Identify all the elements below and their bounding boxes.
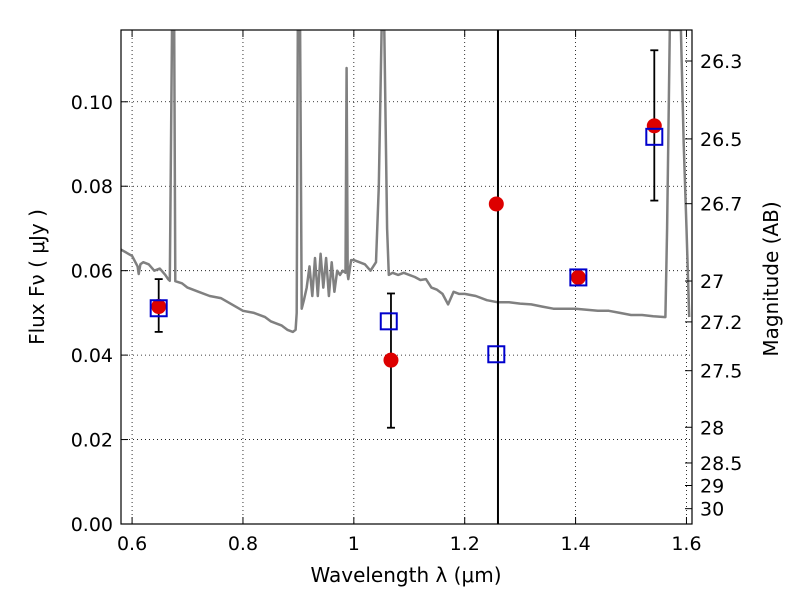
y-tick-label: 0.06 — [71, 261, 113, 283]
mag-tick-label: 28 — [700, 417, 724, 439]
mag-tick-label: 27.5 — [700, 361, 742, 383]
x-tick-label: 1.2 — [450, 533, 480, 555]
mag-tick-label: 28.5 — [700, 453, 742, 475]
model-point — [569, 268, 588, 287]
x-tick-label: 0.6 — [117, 533, 147, 555]
observed-point — [383, 352, 399, 368]
plot-frame — [120, 29, 693, 525]
y-tick-label: 0.04 — [71, 345, 113, 367]
model-spectrum — [121, 30, 691, 334]
model-point — [487, 345, 506, 364]
model-point — [379, 312, 398, 331]
y-axis-right-label: Magnitude (AB) — [759, 201, 783, 356]
mag-tick-label: 30 — [700, 499, 724, 521]
y-tick-label: 0.00 — [71, 514, 113, 536]
observed-point — [646, 118, 662, 134]
mag-tick-label: 26.7 — [700, 194, 742, 216]
x-tick-label: 1 — [348, 533, 360, 555]
y-tick-label: 0.08 — [71, 176, 113, 198]
x-axis-label: Wavelength λ (μm) — [310, 563, 501, 587]
y-axis-label: Flux Fν ( μJy ) — [25, 209, 49, 345]
model-point — [149, 299, 168, 318]
mag-tick-label: 27.2 — [700, 312, 742, 334]
model-point — [645, 127, 664, 146]
y-tick-label: 0.10 — [71, 92, 113, 114]
spectrum-line — [121, 30, 691, 334]
data-markers — [149, 49, 664, 429]
axis-ticks: 0.6 0.8 1 1.2 1.4 1.6 0.00 0.02 0.04 0.06 0.08 0.10… — [71, 30, 742, 555]
observed-point — [570, 269, 586, 285]
mag-tick-label: 26.3 — [700, 51, 742, 73]
mag-tick-label: 26.5 — [700, 129, 742, 151]
y-tick-label: 0.02 — [71, 430, 113, 452]
mag-tick-label: 27 — [700, 271, 724, 293]
mag-tick-label: 29 — [700, 475, 724, 497]
observed-point — [488, 196, 504, 212]
observed-point — [151, 299, 167, 315]
x-tick-label: 1.4 — [560, 533, 590, 555]
x-tick-label: 0.8 — [228, 533, 258, 555]
x-tick-label: 1.6 — [671, 533, 701, 555]
